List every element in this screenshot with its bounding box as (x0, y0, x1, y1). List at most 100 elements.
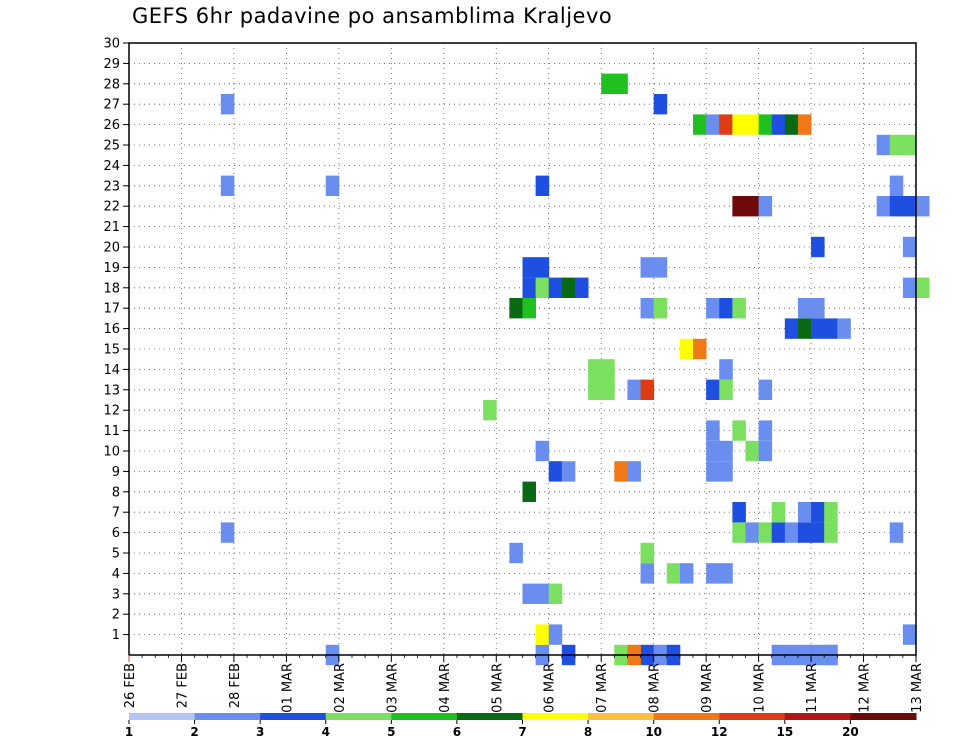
legend-label: 1 (125, 725, 133, 739)
precip-cell (548, 624, 563, 645)
y-tick-label: 8 (112, 485, 120, 500)
legend-swatch (719, 713, 786, 720)
x-tick-label: 01 MAR (280, 663, 295, 713)
precip-cell (732, 196, 746, 217)
precip-cell (889, 175, 904, 196)
precip-cell (535, 583, 550, 604)
precip-cell (588, 359, 602, 380)
legend-label: 8 (584, 725, 592, 739)
precip-cell (588, 379, 602, 400)
precip-cell (797, 318, 812, 339)
precip-cell (706, 114, 720, 135)
precip-cell (758, 420, 773, 441)
y-axis: 1234567891011121314151617181920212223242… (103, 37, 129, 643)
precip-cell (876, 134, 891, 156)
precip-cell (640, 257, 655, 278)
precip-cell (771, 114, 786, 135)
precip-cell (640, 563, 655, 584)
y-tick-label: 1 (112, 628, 120, 643)
legend-swatch (325, 713, 392, 720)
precip-cell (811, 318, 825, 339)
y-tick-label: 23 (103, 179, 120, 194)
precip-cell (916, 196, 930, 217)
precip-cell (719, 298, 733, 319)
precip-cell (811, 298, 825, 319)
precip-cell (220, 522, 235, 543)
precip-cell (706, 440, 720, 462)
precip-cell (601, 359, 615, 380)
precip-cell (719, 379, 733, 400)
legend-label: 12 (711, 725, 728, 739)
precip-cell (719, 440, 733, 462)
x-axis: 26 FEB 27 FEB 28 FEB 01 MAR 02 MAR 03 MAR 04 M… (123, 655, 925, 713)
y-tick-label: 28 (103, 77, 120, 92)
y-tick-label: 2 (112, 608, 120, 623)
legend-label: 20 (842, 725, 859, 739)
precip-cell (889, 134, 904, 156)
precip-cell (509, 542, 523, 564)
precip-cell (758, 196, 773, 217)
y-tick-label: 5 (112, 547, 120, 562)
precip-cell (719, 359, 733, 380)
x-tick-label: 02 MAR (333, 663, 348, 713)
precip-cell (679, 338, 694, 360)
legend-swatch (588, 713, 655, 720)
precip-cell (666, 563, 681, 584)
legend-label: 10 (645, 725, 662, 739)
precip-cell (745, 114, 759, 135)
y-tick-label: 26 (103, 118, 120, 133)
precip-cell (706, 563, 720, 584)
precip-cell (732, 114, 746, 135)
precip-cell (483, 400, 497, 421)
precip-cell (784, 522, 799, 543)
heatmap-cells (220, 73, 930, 666)
y-tick-label: 11 (103, 424, 120, 439)
precip-cell (902, 277, 917, 298)
legend-swatch (522, 713, 589, 720)
legend-swatch (850, 713, 917, 720)
legend-swatch (194, 713, 261, 720)
legend-swatch (260, 713, 327, 720)
precip-cell (758, 440, 773, 462)
y-tick-label: 17 (103, 302, 120, 317)
precip-cell (535, 624, 550, 645)
x-tick-label: 11 MAR (805, 663, 820, 713)
precip-cell (522, 583, 537, 604)
precip-cell (902, 134, 917, 156)
legend-swatch (784, 713, 851, 720)
precip-cell (745, 440, 759, 462)
y-tick-label: 24 (103, 159, 120, 174)
precip-cell (706, 298, 720, 319)
precip-cell (811, 502, 825, 523)
x-tick-label: 27 FEB (176, 663, 191, 708)
precip-cell (719, 563, 733, 584)
x-tick-label: 09 MAR (700, 663, 715, 713)
precip-cell (325, 175, 340, 196)
precip-cell (889, 196, 904, 217)
y-tick-label: 25 (103, 139, 120, 154)
y-tick-label: 19 (103, 261, 120, 276)
legend-label: 6 (453, 725, 461, 739)
precip-cell (797, 502, 812, 523)
legend-swatch (129, 713, 196, 720)
y-tick-label: 21 (103, 220, 120, 235)
precip-cell (653, 257, 668, 278)
y-tick-label: 15 (103, 343, 120, 358)
precip-cell (535, 440, 550, 462)
precip-cell (614, 73, 628, 94)
y-tick-label: 4 (112, 567, 120, 582)
precip-cell (745, 196, 759, 217)
precip-cell (548, 461, 563, 482)
precip-cell (758, 379, 773, 400)
y-tick-label: 13 (103, 383, 120, 398)
y-tick-label: 29 (103, 57, 120, 72)
y-tick-label: 27 (103, 98, 120, 113)
precip-cell (627, 461, 641, 482)
precip-cell (679, 563, 694, 584)
precip-cell (640, 542, 655, 564)
x-tick-label: 10 MAR (753, 663, 768, 713)
precip-cell (535, 175, 550, 196)
legend-label: 15 (776, 725, 793, 739)
y-tick-label: 7 (112, 506, 120, 521)
